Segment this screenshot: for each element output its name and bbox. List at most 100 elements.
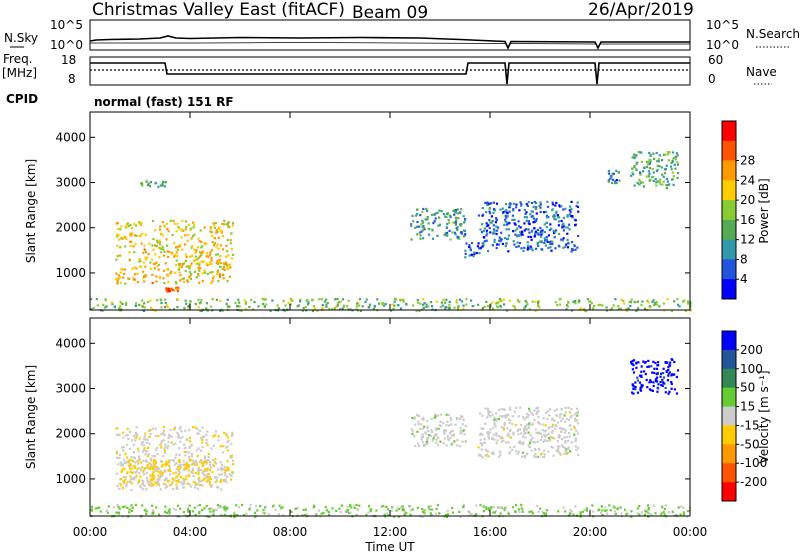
heatmap-cell bbox=[571, 241, 574, 244]
heatmap-cell bbox=[539, 201, 542, 204]
cpid-label: CPID bbox=[6, 92, 38, 106]
heatmap-cell bbox=[427, 505, 430, 508]
heatmap-cell bbox=[501, 207, 504, 210]
heatmap-cell bbox=[545, 216, 548, 219]
heatmap-cell bbox=[500, 407, 503, 411]
heatmap-cell bbox=[94, 507, 97, 510]
y-tick-label: 3000 bbox=[55, 176, 86, 190]
heatmap-cell bbox=[560, 238, 563, 241]
heatmap-cell bbox=[206, 264, 209, 267]
heatmap-cell bbox=[642, 181, 645, 184]
heatmap-cell bbox=[577, 453, 580, 457]
heatmap-cell bbox=[129, 430, 132, 433]
heatmap-cell bbox=[421, 229, 424, 232]
heatmap-cell bbox=[223, 431, 226, 435]
heatmap-cell bbox=[508, 435, 511, 438]
heatmap-cell bbox=[209, 305, 213, 308]
heatmap-cell bbox=[191, 470, 194, 473]
heatmap-cell bbox=[154, 434, 158, 437]
heatmap-cell bbox=[141, 299, 144, 302]
heatmap-cell bbox=[159, 488, 162, 491]
heatmap-cell bbox=[184, 302, 188, 305]
heatmap-cell bbox=[465, 242, 468, 245]
heatmap-cell bbox=[446, 234, 449, 237]
heatmap-cell bbox=[121, 464, 125, 467]
heatmap-cell bbox=[538, 240, 541, 243]
heatmap-cell bbox=[137, 480, 141, 483]
heatmap-cell bbox=[164, 443, 167, 446]
heatmap-cell bbox=[186, 508, 190, 511]
heatmap-cell bbox=[514, 223, 517, 226]
heatmap-cell bbox=[131, 506, 134, 509]
noise-search-label: N.Search bbox=[746, 27, 800, 41]
heatmap-cell bbox=[135, 302, 138, 305]
heatmap-cell bbox=[147, 182, 150, 185]
heatmap-cell bbox=[680, 505, 683, 508]
heatmap-cell bbox=[125, 302, 128, 305]
heatmap-cell bbox=[206, 444, 209, 447]
heatmap-cell bbox=[423, 512, 426, 515]
x-tick-label: 20:00 bbox=[573, 525, 608, 539]
heatmap-cell bbox=[200, 309, 203, 312]
heatmap-cell bbox=[677, 303, 680, 306]
heatmap-cell bbox=[177, 435, 180, 438]
heatmap-cell bbox=[514, 510, 517, 513]
heatmap-cell bbox=[631, 391, 634, 394]
heatmap-cell bbox=[537, 455, 540, 458]
heatmap-cell bbox=[162, 269, 165, 272]
heatmap-cell bbox=[122, 449, 125, 452]
heatmap-cell bbox=[568, 213, 571, 216]
heatmap-cell bbox=[527, 201, 530, 204]
heatmap-cell bbox=[607, 179, 610, 182]
heatmap-cell bbox=[521, 451, 525, 454]
heatmap-cell bbox=[198, 251, 202, 254]
heatmap-cell bbox=[183, 451, 186, 454]
heatmap-cell bbox=[586, 298, 589, 301]
heatmap-cell bbox=[92, 306, 95, 309]
heatmap-cell bbox=[636, 507, 640, 510]
heatmap-cell bbox=[649, 306, 652, 309]
heatmap-cell bbox=[193, 233, 196, 236]
heatmap-cell bbox=[531, 210, 534, 213]
heatmap-cell bbox=[158, 239, 161, 242]
heatmap-cell bbox=[396, 506, 399, 509]
heatmap-cell bbox=[117, 512, 120, 515]
heatmap-cell bbox=[135, 224, 138, 227]
heatmap-cell bbox=[459, 224, 462, 227]
heatmap-cell bbox=[165, 511, 168, 514]
heatmap-cell bbox=[585, 310, 588, 313]
heatmap-cell bbox=[175, 259, 178, 262]
heatmap-cell bbox=[191, 462, 194, 465]
heatmap-cell bbox=[216, 476, 219, 479]
heatmap-cell bbox=[205, 475, 208, 478]
heatmap-cell bbox=[145, 179, 148, 182]
heatmap-cell bbox=[135, 435, 138, 438]
heatmap-cell bbox=[282, 300, 285, 303]
heatmap-cell bbox=[609, 174, 612, 177]
heatmap-cell bbox=[221, 267, 224, 270]
heatmap-cell bbox=[446, 513, 449, 516]
heatmap-cell bbox=[506, 221, 509, 224]
heatmap-cell bbox=[539, 507, 542, 510]
heatmap-cell bbox=[651, 389, 654, 392]
heatmap-cell bbox=[177, 226, 180, 229]
heatmap-cell bbox=[196, 455, 199, 458]
heatmap-cell bbox=[569, 205, 572, 208]
heatmap-cell bbox=[341, 307, 344, 310]
heatmap-cell bbox=[284, 304, 287, 307]
heatmap-cell bbox=[630, 515, 633, 519]
heatmap-cell bbox=[562, 216, 565, 220]
heatmap-cell bbox=[135, 433, 138, 436]
heatmap-cell bbox=[635, 366, 638, 369]
heatmap-cell bbox=[656, 390, 659, 393]
heatmap-cell bbox=[649, 379, 652, 382]
heatmap-cell bbox=[142, 277, 145, 280]
heatmap-cell bbox=[196, 504, 199, 507]
heatmap-cell bbox=[141, 504, 144, 507]
heatmap-cell bbox=[206, 430, 209, 433]
heatmap-cell bbox=[208, 483, 211, 486]
heatmap-cell bbox=[146, 438, 149, 441]
heatmap-cell bbox=[146, 256, 149, 259]
heatmap-cell bbox=[499, 512, 502, 515]
heatmap-cell bbox=[651, 168, 654, 171]
